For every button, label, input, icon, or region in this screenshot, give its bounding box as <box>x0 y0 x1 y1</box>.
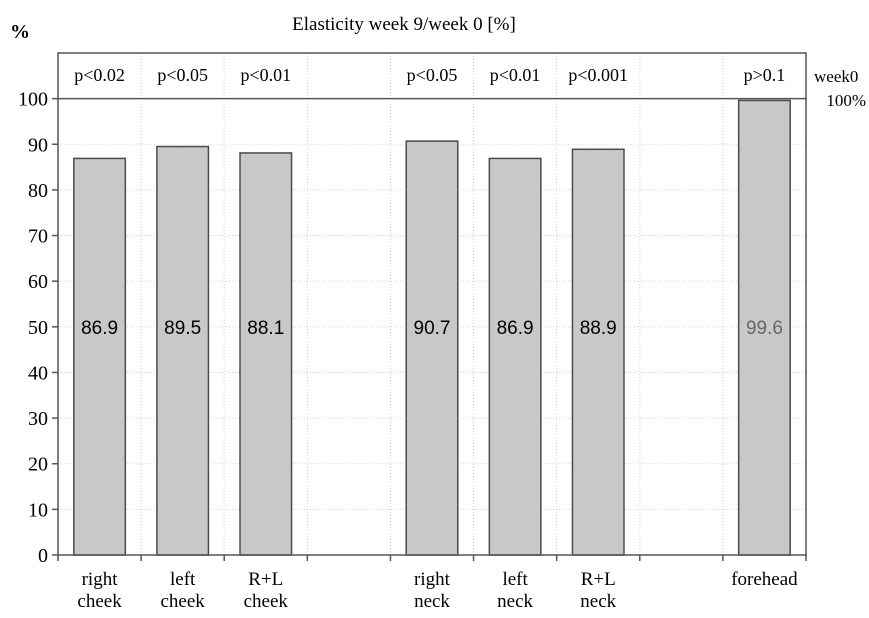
chart-title: Elasticity week 9/week 0 [%] <box>292 14 516 35</box>
bar <box>156 145 210 556</box>
y-tick-label: 40 <box>28 362 48 384</box>
x-tick-label: R+L neck <box>580 569 616 612</box>
y-tick-label: 80 <box>28 180 48 202</box>
reference-annotation: week0 100% <box>814 67 866 110</box>
x-tick-label: left neck <box>497 569 533 612</box>
y-tick-label: 50 <box>28 317 48 339</box>
x-tick-label-line: neck <box>414 591 450 612</box>
x-tick-label: right cheek <box>77 569 122 612</box>
x-tick-label-line: cheek <box>161 591 206 612</box>
p-value-label: p>0.1 <box>744 65 786 85</box>
y-tick-label: 30 <box>28 408 48 430</box>
x-tick-label-line: cheek <box>244 591 289 612</box>
bar-value-labels: 86.9 89.5 88.1 90.7 86.9 88.9 99.6 <box>81 318 783 339</box>
p-value-label: p<0.01 <box>240 65 291 85</box>
y-tick-label: 70 <box>28 226 48 248</box>
x-tick-label: R+L cheek <box>244 569 289 612</box>
x-tick-label-line: left <box>502 569 528 590</box>
y-tick-label: 10 <box>28 499 48 521</box>
p-value-label: p<0.001 <box>568 65 628 85</box>
y-tick-labels: 0 10 20 30 40 50 60 70 80 90 100 <box>18 89 48 567</box>
x-tick-label: forehead <box>731 569 798 590</box>
bars <box>73 99 791 556</box>
x-tick-label-line: neck <box>580 591 616 612</box>
y-tick-label: 90 <box>28 134 48 156</box>
bar-value-label: 99.6 <box>746 318 783 339</box>
bar-value-label: 86.9 <box>81 318 118 339</box>
p-value-label: p<0.05 <box>407 65 458 85</box>
y-tick-label: 20 <box>28 454 48 476</box>
bar-value-label: 88.9 <box>580 318 617 339</box>
p-value-label: p<0.05 <box>157 65 208 85</box>
bar-value-label: 90.7 <box>414 318 451 339</box>
x-tick-label-line: R+L <box>581 569 616 590</box>
p-value-label: p<0.02 <box>74 65 125 85</box>
x-tick-label-line: R+L <box>248 569 283 590</box>
axes <box>52 52 807 561</box>
x-tick-label-line: left <box>170 569 196 590</box>
y-axis-label: % <box>10 21 30 43</box>
x-tick-label: right neck <box>414 569 451 612</box>
y-tick-label: 0 <box>38 545 48 567</box>
x-tick-label-line: right <box>82 569 119 590</box>
bar <box>488 157 542 556</box>
bar <box>571 148 625 556</box>
p-value-labels: p<0.02 p<0.05 p<0.01 p<0.05 p<0.01 p<0.001 p>0… <box>74 65 785 85</box>
bar-value-label: 89.5 <box>164 318 201 339</box>
bar-value-label: 88.1 <box>247 318 284 339</box>
bar-value-label: 86.9 <box>497 318 534 339</box>
plot-frame <box>57 52 807 556</box>
y-tick-label: 60 <box>28 271 48 293</box>
reference-label-bottom: 100% <box>826 91 866 110</box>
bar <box>73 157 127 556</box>
x-tick-label: left cheek <box>161 569 206 612</box>
y-tick-label: 100 <box>18 89 48 111</box>
x-tick-label-line: forehead <box>731 569 798 590</box>
x-tick-label-line: right <box>414 569 451 590</box>
bar <box>239 152 293 556</box>
x-tick-label-line: cheek <box>77 591 122 612</box>
reference-label-top: week0 <box>814 67 858 86</box>
p-value-label: p<0.01 <box>490 65 541 85</box>
x-tick-label-line: neck <box>497 591 533 612</box>
bar <box>405 140 459 556</box>
